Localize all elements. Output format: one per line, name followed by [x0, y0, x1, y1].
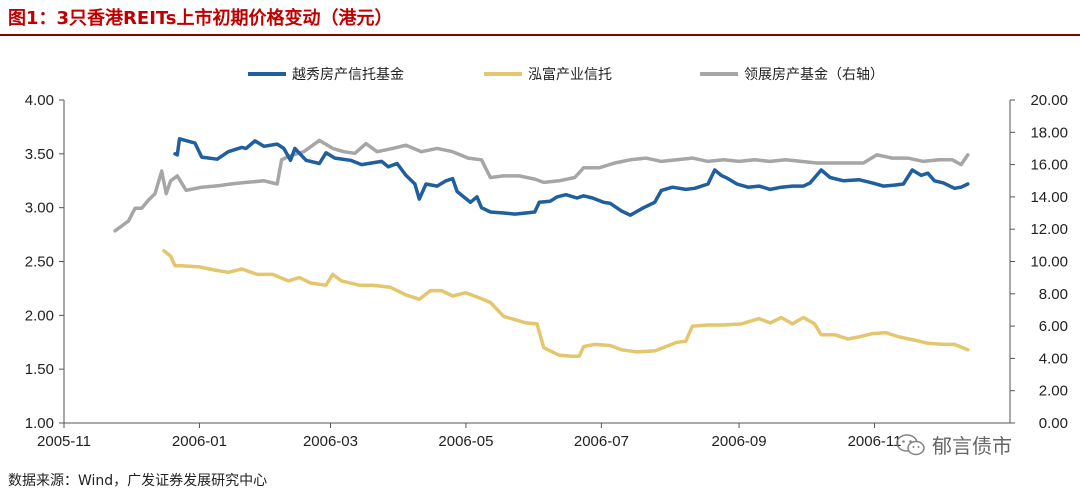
chart-title: 图1：3只香港REITs上市初期价格变动（港元） — [8, 8, 393, 29]
watermark: 郁言债市 — [896, 430, 1012, 459]
y-right-tick-label: 2.00 — [1039, 383, 1068, 400]
y-right-tick-label: 4.00 — [1039, 350, 1068, 367]
x-tick-label: 2006-07 — [574, 433, 629, 450]
y-left-tick-label: 2.00 — [25, 307, 54, 324]
y-left-tick-label: 1.50 — [25, 361, 54, 378]
y-right-tick-label: 18.00 — [1030, 124, 1068, 141]
x-tick-label: 2006-09 — [712, 433, 767, 450]
y-right-tick-label: 14.00 — [1030, 189, 1068, 206]
series-line-2 — [113, 138, 970, 233]
x-tick-label: 2005-11 — [37, 433, 91, 450]
series-line-0 — [173, 137, 970, 217]
y-left-tick-label: 2.50 — [25, 254, 54, 271]
y-right-tick-label: 6.00 — [1039, 318, 1068, 335]
y-right-tick-label: 16.00 — [1030, 157, 1068, 174]
watermark-text: 郁言债市 — [932, 434, 1012, 458]
series-line-1 — [162, 248, 970, 358]
y-right-tick-label: 0.00 — [1039, 415, 1068, 432]
y-right-tick-label: 12.00 — [1030, 221, 1068, 238]
y-right-tick-label: 8.00 — [1039, 286, 1068, 303]
source-note: 数据来源：Wind，广发证券发展研究中心 — [8, 473, 268, 489]
y-right-tick-label: 10.00 — [1030, 254, 1068, 271]
y-left-tick-label: 4.00 — [25, 92, 54, 109]
x-tick-label: 2006-11 — [848, 433, 902, 450]
wechat-icon — [896, 434, 925, 456]
legend-label-2: 领展房产基金（右轴） — [744, 66, 884, 83]
y-left-tick-label: 1.00 — [25, 415, 54, 432]
y-left-tick-label: 3.50 — [25, 146, 54, 163]
x-tick-label: 2006-01 — [172, 433, 227, 450]
x-tick-label: 2006-03 — [303, 433, 358, 450]
y-left-tick-label: 3.00 — [25, 200, 54, 217]
y-right-tick-label: 20.00 — [1030, 92, 1068, 109]
legend-label-0: 越秀房产信托基金 — [292, 66, 404, 83]
legend-label-1: 泓富产业信托 — [528, 66, 612, 83]
x-tick-label: 2006-05 — [438, 433, 493, 450]
title-divider — [0, 34, 1080, 36]
